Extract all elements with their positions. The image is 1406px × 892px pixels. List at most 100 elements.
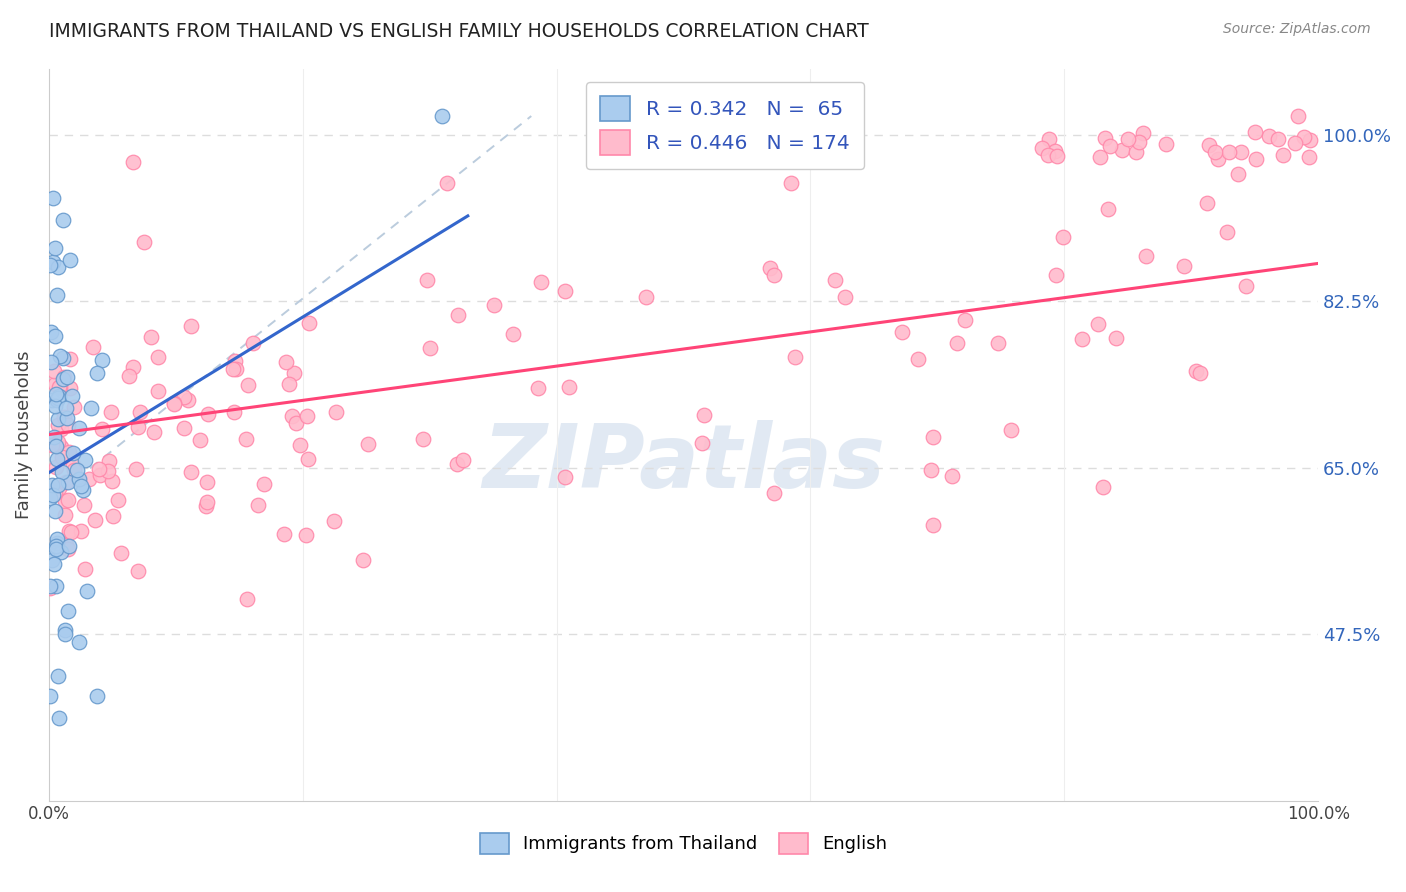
Point: [55, 370, 77, 384]
Point: [1125, 145, 1147, 159]
Point: [39, 491, 62, 506]
Point: [1185, 364, 1208, 378]
Point: [834, 290, 856, 304]
Point: [1244, 125, 1267, 139]
Point: [55, 538, 77, 552]
Point: [180, 318, 202, 333]
Point: [1128, 135, 1150, 149]
Point: [41, 355, 63, 369]
Point: [91, 352, 114, 367]
Point: [247, 498, 270, 512]
Point: [278, 377, 301, 392]
Point: [39, 689, 62, 703]
Point: [44, 504, 66, 518]
Text: ZIPatlas: ZIPatlas: [482, 420, 884, 508]
Point: [49, 380, 72, 394]
Point: [1271, 147, 1294, 161]
Point: [49, 545, 72, 559]
Point: [1105, 331, 1128, 345]
Point: [63, 463, 86, 477]
Point: [58, 418, 80, 433]
Point: [127, 564, 149, 578]
Point: [352, 553, 374, 567]
Point: [62, 458, 84, 472]
Point: [46, 391, 69, 405]
Point: [953, 313, 976, 327]
Point: [146, 351, 169, 365]
Point: [1132, 126, 1154, 140]
Point: [1046, 149, 1069, 163]
Point: [52, 351, 75, 366]
Point: [273, 526, 295, 541]
Point: [48, 711, 70, 725]
Point: [53, 624, 76, 638]
Point: [53, 626, 76, 640]
Point: [101, 474, 124, 488]
Point: [125, 462, 148, 476]
Point: [173, 421, 195, 435]
Point: [48, 478, 70, 492]
Point: [73, 453, 96, 467]
Point: [45, 387, 67, 401]
Point: [41, 438, 63, 452]
Point: [41, 478, 63, 492]
Point: [46, 418, 69, 433]
Point: [188, 434, 211, 448]
Point: [446, 457, 468, 471]
Point: [49, 349, 72, 363]
Point: [86, 367, 108, 381]
Point: [45, 539, 67, 553]
Point: [127, 420, 149, 434]
Point: [1038, 131, 1060, 145]
Point: [416, 273, 439, 287]
Point: [66, 463, 89, 477]
Point: [39, 326, 62, 340]
Point: [44, 485, 66, 500]
Point: [45, 541, 67, 556]
Point: [51, 465, 73, 479]
Point: [946, 335, 969, 350]
Point: [39, 581, 62, 595]
Point: [44, 377, 66, 392]
Y-axis label: Family Households: Family Households: [15, 351, 32, 519]
Point: [1045, 144, 1067, 158]
Point: [557, 380, 579, 394]
Point: [98, 453, 121, 467]
Point: [58, 539, 80, 553]
Point: [46, 669, 69, 683]
Point: [1198, 138, 1220, 153]
Point: [44, 328, 66, 343]
Point: [42, 488, 65, 502]
Point: [1036, 148, 1059, 162]
Point: [693, 408, 716, 422]
Point: [447, 308, 470, 322]
Point: [53, 494, 76, 508]
Point: [77, 472, 100, 486]
Point: [73, 562, 96, 576]
Point: [45, 439, 67, 453]
Point: [451, 453, 474, 467]
Point: [242, 335, 264, 350]
Point: [143, 425, 166, 440]
Point: [1216, 225, 1239, 239]
Point: [941, 469, 963, 483]
Point: [39, 579, 62, 593]
Point: [122, 155, 145, 169]
Point: [922, 517, 945, 532]
Point: [67, 635, 90, 649]
Point: [48, 389, 70, 403]
Point: [224, 354, 246, 368]
Point: [146, 384, 169, 398]
Point: [224, 405, 246, 419]
Point: [55, 475, 77, 489]
Point: [1299, 133, 1322, 147]
Point: [1087, 318, 1109, 332]
Point: [436, 176, 458, 190]
Point: [412, 432, 434, 446]
Point: [432, 109, 454, 123]
Point: [298, 316, 321, 330]
Point: [297, 451, 319, 466]
Point: [55, 411, 77, 425]
Point: [758, 261, 780, 276]
Point: [1292, 129, 1315, 144]
